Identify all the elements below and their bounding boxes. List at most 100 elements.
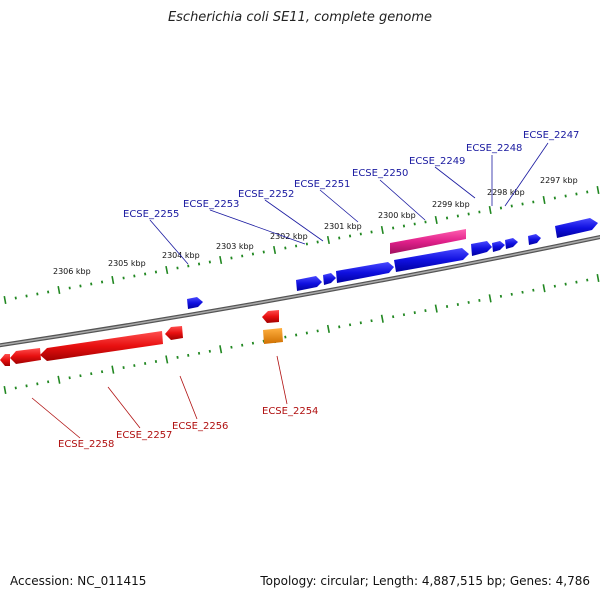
minor-tick [521,202,524,206]
gene-arrow[interactable] [165,326,183,340]
minor-tick [586,190,589,194]
minor-tick [402,224,406,228]
major-tick [219,345,223,354]
gene-arrow[interactable] [323,273,336,285]
gene-label[interactable]: ECSE_2249 [409,156,465,167]
gene-label[interactable]: ECSE_2256 [172,421,228,432]
gene-arrow[interactable] [336,262,394,283]
gene-arrow[interactable] [394,248,469,272]
major-tick [111,275,115,285]
minor-tick [316,240,319,244]
forward-strand-genes [187,218,598,309]
gene-label[interactable]: ECSE_2251 [294,179,350,190]
minor-tick [133,274,136,278]
major-tick [57,285,61,295]
gene-arrow[interactable] [187,297,203,309]
gene-label[interactable]: ECSE_2252 [238,189,294,200]
major-tick [488,205,492,215]
minor-tick [467,212,470,216]
minor-tick [197,351,201,355]
minor-tick [90,282,93,286]
gene-labels-top: ECSE_2247 ECSE_2248 ECSE_2249 ECSE_2250 … [123,130,579,220]
major-tick [57,375,61,384]
orange-feature[interactable] [263,328,283,344]
minor-tick [392,315,395,319]
major-tick [165,355,169,364]
minor-tick [230,256,233,260]
map-title: Escherichia coli SE11, complete genome [167,10,433,25]
minor-tick [284,335,287,339]
gene-label[interactable]: ECSE_2255 [123,209,179,220]
minor-tick [144,272,147,276]
minor-tick [305,331,308,335]
major-tick [111,365,115,374]
major-tick [165,265,169,275]
minor-tick [197,262,201,266]
major-tick [542,284,546,293]
gene-label[interactable]: ECSE_2248 [466,143,522,154]
minor-tick [575,280,578,284]
minor-tick [251,341,255,345]
scale-label-2298: 2298 kbp [487,188,525,197]
minor-tick [68,376,71,380]
minor-tick [445,216,449,220]
minor-tick [456,214,459,218]
minor-tick [370,230,373,234]
minor-tick [47,380,50,384]
major-tick [380,314,384,323]
scale-label-2305: 2305 kbp [108,259,146,268]
scale-label-2306: 2306 kbp [53,267,91,276]
minor-tick [575,192,578,196]
minor-tick [144,362,147,365]
genome-summary-text: Topology: circular; Length: 4,887,515 bp… [260,574,590,588]
major-tick [273,245,277,255]
minor-tick [456,303,459,306]
gene-arrow[interactable] [505,238,518,249]
gene-arrow[interactable] [492,241,505,252]
accession-text: Accession: NC_011415 [10,574,147,588]
minor-tick [25,384,28,388]
pink-feature[interactable] [390,229,466,254]
scale-label-2299: 2299 kbp [432,200,470,209]
minor-tick [176,355,179,359]
minor-tick [154,270,158,274]
minor-tick [553,284,556,288]
gene-arrow[interactable] [0,354,10,366]
gene-arrow[interactable] [555,218,598,238]
minor-tick [499,294,503,298]
gene-arrow[interactable] [471,241,492,256]
minor-tick [521,290,524,294]
gene-label[interactable]: ECSE_2253 [183,199,239,210]
gene-arrow[interactable] [296,276,322,291]
minor-tick [392,226,395,230]
major-tick [3,385,7,395]
gene-arrow[interactable] [528,234,541,245]
gene-label[interactable]: ECSE_2254 [262,406,318,417]
gene-label[interactable]: ECSE_2257 [116,430,172,441]
gene-label[interactable]: ECSE_2258 [58,439,114,450]
gene-arrow[interactable] [10,348,41,364]
scale-label-2297: 2297 kbp [540,176,578,185]
minor-tick [262,250,265,254]
gene-arrow[interactable] [40,331,163,361]
minor-tick [187,353,190,357]
minor-tick [316,329,319,333]
minor-tick [154,360,158,363]
minor-tick [402,313,406,317]
gene-labels-bottom: ECSE_2254 ECSE_2256 ECSE_2257 ECSE_2258 [58,406,318,450]
major-tick [219,255,223,265]
minor-tick [348,234,352,238]
major-tick [380,225,384,235]
gene-label[interactable]: ECSE_2247 [523,130,579,141]
minor-tick [338,236,341,240]
gene-arrow[interactable] [262,310,279,323]
minor-tick [564,282,567,286]
minor-tick [284,246,287,250]
minor-tick [230,345,233,349]
gene-label[interactable]: ECSE_2250 [352,168,408,179]
outer-tick-track [3,185,600,305]
minor-tick [370,319,373,323]
minor-tick [510,204,513,208]
minor-tick [133,364,136,367]
